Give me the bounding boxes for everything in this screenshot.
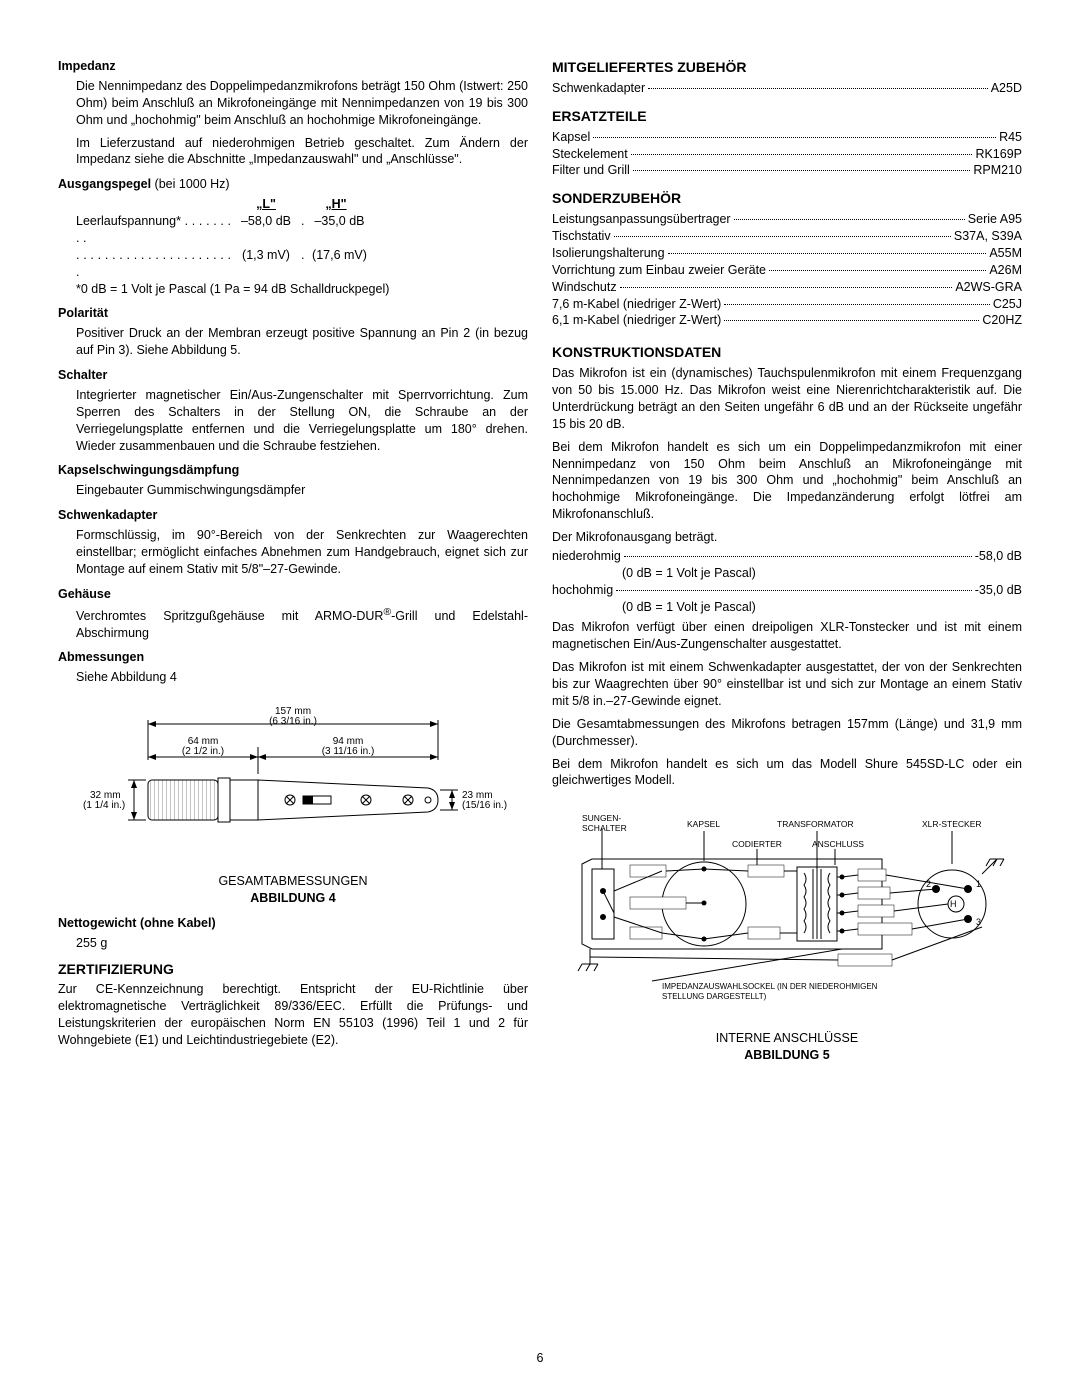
sonder-heading: SONDERZUBEHÖR [552, 189, 1022, 208]
dim-32-in: (1 1/4 in.) [83, 800, 125, 811]
abmess-p: Siehe Abbildung 4 [76, 669, 528, 686]
val-l-db: –58,0 dB [231, 213, 301, 247]
konstr-p2: Bei dem Mikrofon handelt es sich um ein … [552, 439, 1022, 523]
netto-p: 255 g [76, 935, 528, 952]
dim-157-in: (6 3/16 in.) [269, 716, 317, 727]
schwenk-p: Formschlüssig, im 90°-Bereich von der Se… [76, 527, 528, 578]
right-column: MITGELIEFERTES ZUBEHÖR SchwenkadapterA25… [552, 50, 1022, 1072]
val-h-db: –35,0 dB [304, 213, 374, 247]
konstr-p7: Bei dem Mikrofon handelt es sich um das … [552, 756, 1022, 790]
list-item: Vorrichtung zum Einbau zweier GeräteA26M [552, 262, 1022, 279]
konstr-p4: Das Mikrofon verfügt über einen dreipoli… [552, 619, 1022, 653]
svg-text:CODIERTER: CODIERTER [732, 839, 782, 849]
col-h: „H" [301, 196, 371, 213]
abmess-heading: Abmessungen [58, 649, 528, 666]
schalter-p: Integrierter magnetischer Ein/Aus-Zungen… [76, 387, 528, 455]
svg-text:KAPSEL: KAPSEL [687, 819, 720, 829]
leerlauf-label: Leerlaufspannung* [76, 214, 181, 228]
fig4-cap2: ABBILDUNG 4 [58, 890, 528, 907]
dim-64-in: (2 1/2 in.) [182, 746, 224, 757]
list-item: SchwenkadapterA25D [552, 80, 1022, 97]
fig5-note-l2: STELLUNG DARGESTELLT) [662, 992, 767, 1001]
output-row: hochohmig-35,0 dB [552, 582, 1022, 599]
ausgangspegel-hsuffix: (bei 1000 Hz) [151, 177, 230, 191]
konstr-p6: Die Gesamtabmessungen des Mikrofons betr… [552, 716, 1022, 750]
list-item: 6,1 m-Kabel (niedriger Z-Wert)C20HZ [552, 312, 1022, 329]
gehause-p: Verchromtes Spritzgußgehäuse mit ARMO-DU… [76, 606, 528, 642]
list-item: 7,6 m-Kabel (niedriger Z-Wert)C25J [552, 296, 1022, 313]
konstr-p1: Das Mikrofon ist ein (dynamisches) Tauch… [552, 365, 1022, 433]
svg-text:ANSCHLUSS: ANSCHLUSS [812, 839, 864, 849]
val-l-mv: (1,3 mV) [231, 247, 301, 281]
svg-text:XLR-STECKER: XLR-STECKER [922, 819, 982, 829]
ausgangspegel-note: *0 dB = 1 Volt je Pascal (1 Pa = 94 dB S… [76, 281, 528, 298]
page-number: 6 [0, 1350, 1080, 1367]
ersatz-list: KapselR45SteckelementRK169PFilter und Gr… [552, 129, 1022, 180]
col-l: „L" [231, 196, 301, 213]
kapsel-heading: Kapselschwingungsdämpfung [58, 462, 528, 479]
fig4-cap1: GESAMTABMESSUNGEN [58, 873, 528, 890]
zert-p: Zur CE-Kennzeichnung berechtigt. Entspri… [58, 981, 528, 1049]
konstr-p3: Der Mikrofonausgang beträgt. [552, 529, 1022, 546]
dim-94-in: (3 11/16 in.) [322, 746, 375, 757]
fig5-note-l1: IMPEDANZAUSWAHLSOCKEL (IN DER NIEDEROHMI… [662, 982, 878, 991]
zert-heading: ZERTIFIZIERUNG [58, 960, 528, 979]
netto-heading: Nettogewicht (ohne Kabel) [58, 915, 528, 932]
ausgangspegel-table: „L" „H" Leerlaufspannung* . . . . . . . … [76, 196, 528, 297]
polaritat-heading: Polarität [58, 305, 528, 322]
polaritat-p: Positiver Druck an der Membran erzeugt p… [76, 325, 528, 359]
figure-4: 157 mm (6 3/16 in.) 64 mm (2 1/2 in.) 94… [58, 702, 528, 907]
val-h-mv: (17,6 mV) [304, 247, 374, 281]
list-item: LeistungsanpassungsübertragerSerie A95 [552, 211, 1022, 228]
output-row: niederohmig-58,0 dB [552, 548, 1022, 565]
svg-text:H: H [950, 899, 957, 909]
konstr-heading: KONSTRUKTIONSDATEN [552, 343, 1022, 362]
schalter-heading: Schalter [58, 367, 528, 384]
mitgel-heading: MITGELIEFERTES ZUBEHÖR [552, 58, 1022, 77]
output-sub: (0 dB = 1 Volt je Pascal) [622, 599, 1022, 616]
konstr-p5: Das Mikrofon ist mit einem Schwenkadapte… [552, 659, 1022, 710]
mitgel-list: SchwenkadapterA25D [552, 80, 1022, 97]
svg-text:1: 1 [976, 879, 981, 889]
svg-text:SUNGEN-SCHALTER: SUNGEN-SCHALTER [582, 813, 627, 833]
gehause-heading: Gehäuse [58, 586, 528, 603]
fig5-cap2: ABBILDUNG 5 [552, 1047, 1022, 1064]
impedanz-p2: Im Lieferzustand auf niederohmigen Betri… [76, 135, 528, 169]
list-item: TischstativS37A, S39A [552, 228, 1022, 245]
svg-text:2: 2 [926, 879, 931, 889]
svg-text:3: 3 [976, 917, 981, 927]
ausgangspegel-heading: Ausgangspegel (bei 1000 Hz) [58, 176, 528, 193]
sonder-list: LeistungsanpassungsübertragerSerie A95Ti… [552, 211, 1022, 329]
output-sub: (0 dB = 1 Volt je Pascal) [622, 565, 1022, 582]
kapsel-p: Eingebauter Gummischwingungsdämpfer [76, 482, 528, 499]
figure-5: SUNGEN-SCHALTER KAPSEL TRANSFORMATOR XLR… [552, 809, 1022, 1064]
left-column: Impedanz Die Nennimpedanz des Doppelimpe… [58, 50, 528, 1072]
dim-23-in: (15/16 in.) [462, 800, 507, 811]
fig5-cap1: INTERNE ANSCHLÜSSE [552, 1030, 1022, 1047]
ersatz-heading: ERSATZTEILE [552, 107, 1022, 126]
list-item: WindschutzA2WS-GRA [552, 279, 1022, 296]
konstr-out: niederohmig-58,0 dB(0 dB = 1 Volt je Pas… [552, 548, 1022, 616]
list-item: KapselR45 [552, 129, 1022, 146]
ausgangspegel-h: Ausgangspegel [58, 177, 151, 191]
impedanz-p1: Die Nennimpedanz des Doppelimpedanzmikro… [76, 78, 528, 129]
list-item: IsolierungshalterungA55M [552, 245, 1022, 262]
svg-text:TRANSFORMATOR: TRANSFORMATOR [777, 819, 854, 829]
impedanz-heading: Impedanz [58, 58, 528, 75]
list-item: Filter und GrillRPM210 [552, 162, 1022, 179]
schwenk-heading: Schwenkadapter [58, 507, 528, 524]
list-item: SteckelementRK169P [552, 146, 1022, 163]
